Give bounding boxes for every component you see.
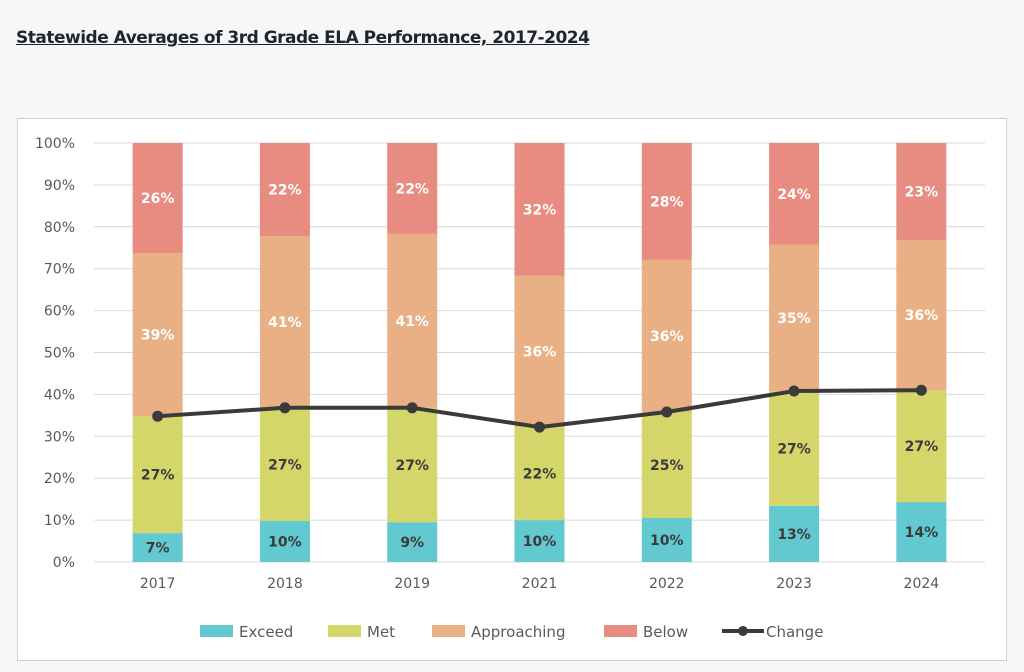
legend-swatch-below — [604, 625, 637, 637]
data-label: 22% — [395, 181, 429, 197]
legend-label: Approaching — [471, 623, 565, 641]
legend-label: Below — [643, 623, 688, 641]
bar-exceed — [514, 520, 565, 562]
y-tick-label: 20% — [44, 471, 75, 487]
y-tick-label: 30% — [44, 429, 75, 445]
y-tick-label: 90% — [44, 178, 75, 194]
bar-exceed — [259, 520, 310, 562]
x-tick-label: 2017 — [140, 576, 176, 592]
data-label: 27% — [777, 441, 811, 457]
bar-approaching — [769, 244, 820, 392]
x-tick-label: 2024 — [904, 576, 940, 592]
legend-swatch-approaching — [432, 625, 465, 637]
data-label: 9% — [400, 535, 424, 551]
legend-point-swatch — [738, 626, 748, 636]
data-label: 36% — [523, 344, 557, 360]
legend-label: Exceed — [239, 623, 293, 641]
x-tick-label: 2022 — [649, 576, 685, 592]
bar-met — [769, 391, 820, 506]
data-label: 39% — [141, 328, 175, 344]
data-label: 22% — [523, 467, 557, 483]
x-tick-label: 2021 — [522, 576, 558, 592]
bar-below — [259, 143, 310, 237]
bar-exceed — [387, 522, 438, 562]
change-point — [152, 410, 164, 422]
data-label: 13% — [777, 527, 811, 543]
bar-met — [132, 416, 183, 534]
data-label: 25% — [650, 458, 684, 474]
change-point — [661, 406, 673, 418]
bar-approaching — [514, 275, 565, 428]
bar-below — [132, 143, 183, 254]
data-label: 26% — [141, 191, 175, 207]
data-label: 22% — [268, 183, 302, 199]
legend-label: Met — [367, 623, 395, 641]
data-label: 14% — [905, 525, 939, 541]
data-label: 10% — [268, 534, 302, 550]
x-tick-label: 2019 — [394, 576, 430, 592]
data-label: 27% — [395, 458, 429, 474]
bar-below — [896, 143, 947, 241]
y-tick-label: 80% — [44, 220, 75, 236]
y-tick-label: 0% — [53, 555, 75, 571]
data-label: 41% — [395, 314, 429, 330]
data-label: 35% — [777, 311, 811, 327]
bar-below — [514, 143, 565, 276]
change-point — [788, 385, 800, 397]
y-tick-label: 40% — [44, 387, 75, 403]
data-label: 28% — [650, 194, 684, 210]
bar-exceed — [769, 505, 820, 562]
change-point — [915, 384, 927, 396]
data-label: 27% — [905, 439, 939, 455]
data-label: 36% — [650, 329, 684, 345]
bar-approaching — [641, 259, 692, 412]
legend-swatch-met — [328, 625, 361, 637]
data-label: 27% — [268, 457, 302, 473]
page-title: Statewide Averages of 3rd Grade ELA Perf… — [16, 28, 590, 48]
change-point — [279, 402, 291, 414]
bar-below — [769, 143, 820, 245]
data-label: 27% — [141, 468, 175, 484]
data-label: 23% — [905, 185, 939, 201]
bar-met — [641, 411, 692, 519]
change-point — [406, 402, 418, 414]
data-label: 32% — [523, 202, 557, 218]
data-label: 36% — [905, 308, 939, 324]
bar-below — [387, 143, 438, 234]
bar-met — [514, 427, 565, 521]
bar-approaching — [896, 240, 947, 391]
y-tick-label: 70% — [44, 262, 75, 278]
bar-exceed — [641, 518, 692, 562]
bar-approaching — [132, 253, 183, 417]
data-label: 10% — [523, 534, 557, 550]
bar-met — [259, 407, 310, 521]
data-label: 7% — [146, 541, 170, 557]
y-tick-label: 50% — [44, 346, 75, 362]
y-tick-label: 100% — [35, 136, 75, 152]
x-tick-label: 2018 — [267, 576, 303, 592]
bar-met — [387, 407, 438, 523]
bar-approaching — [387, 233, 438, 408]
legend-swatch-exceed — [200, 625, 233, 637]
data-label: 41% — [268, 315, 302, 331]
y-tick-label: 60% — [44, 304, 75, 320]
bar-met — [896, 390, 947, 503]
change-point — [534, 421, 545, 433]
y-tick-label: 10% — [44, 513, 75, 529]
data-label: 10% — [650, 533, 684, 549]
bar-below — [641, 143, 692, 260]
bar-exceed — [896, 502, 947, 562]
x-tick-label: 2023 — [776, 576, 812, 592]
data-label: 24% — [777, 187, 811, 203]
legend-label: Change — [766, 623, 823, 641]
bar-exceed — [132, 533, 183, 562]
bar-approaching — [259, 236, 310, 408]
